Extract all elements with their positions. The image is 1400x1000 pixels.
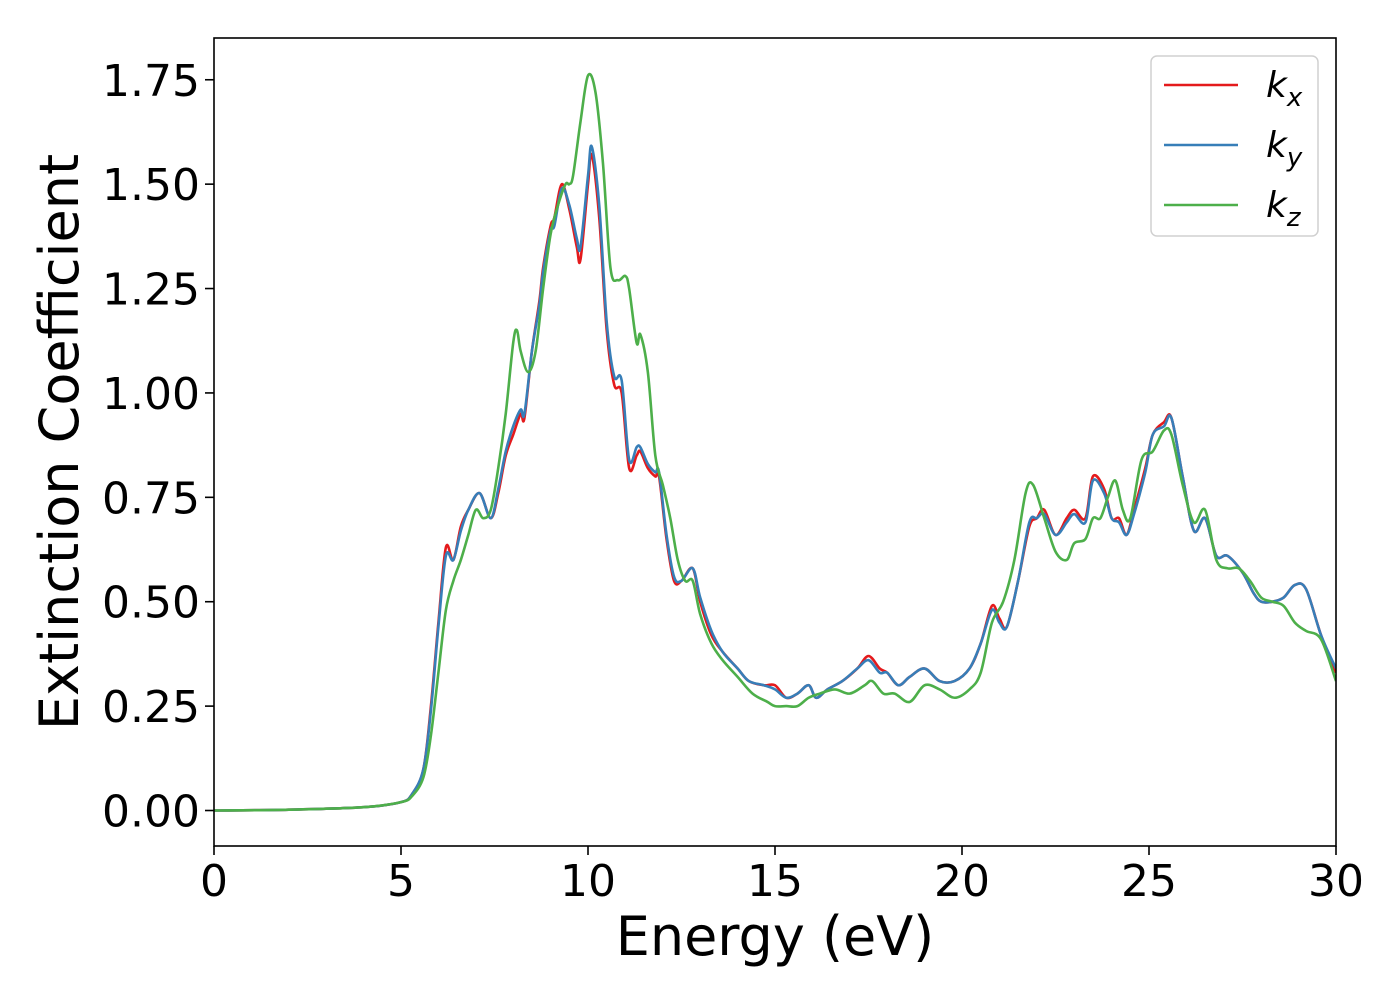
y-tick-label: 0.50 (102, 578, 200, 629)
y-tick-label: 1.75 (102, 56, 200, 107)
y-axis: 0.00 0.25 0.50 0.75 1.00 1.25 1.50 1.75 (102, 56, 214, 838)
y-tick-label: 1.50 (102, 160, 200, 211)
y-axis-label: Extinction Coefficient (28, 154, 91, 730)
x-tick-label: 10 (560, 856, 616, 907)
legend-label-sub: x (1286, 83, 1303, 113)
legend-label-sub: y (1286, 143, 1303, 173)
x-tick-label: 30 (1308, 856, 1364, 907)
x-tick-label: 0 (200, 856, 228, 907)
series-line-z (214, 72, 1336, 812)
x-tick-label: 15 (747, 856, 803, 907)
x-axis-label: Energy (eV) (616, 905, 935, 968)
x-axis: 0 5 10 15 20 25 30 (200, 846, 1364, 907)
legend-label-y: ky (1266, 125, 1303, 173)
y-tick-label: 0.25 (102, 682, 200, 733)
legend-label-main: k (1266, 125, 1289, 166)
series-line-y (214, 144, 1336, 812)
series-layer (214, 72, 1336, 812)
y-tick-label: 1.25 (102, 265, 200, 316)
x-tick-label: 25 (1121, 856, 1177, 907)
legend-label-x: kx (1266, 65, 1303, 113)
y-tick-label: 0.00 (102, 787, 200, 838)
y-tick-label: 0.75 (102, 473, 200, 524)
legend-label-main: k (1266, 185, 1289, 226)
x-tick-label: 20 (934, 856, 990, 907)
legend-label-main: k (1266, 65, 1289, 106)
legend-label-sub: z (1286, 203, 1302, 233)
x-tick-label: 5 (387, 856, 415, 907)
y-tick-label: 1.00 (102, 369, 200, 420)
legend-label-z: kz (1266, 185, 1302, 233)
